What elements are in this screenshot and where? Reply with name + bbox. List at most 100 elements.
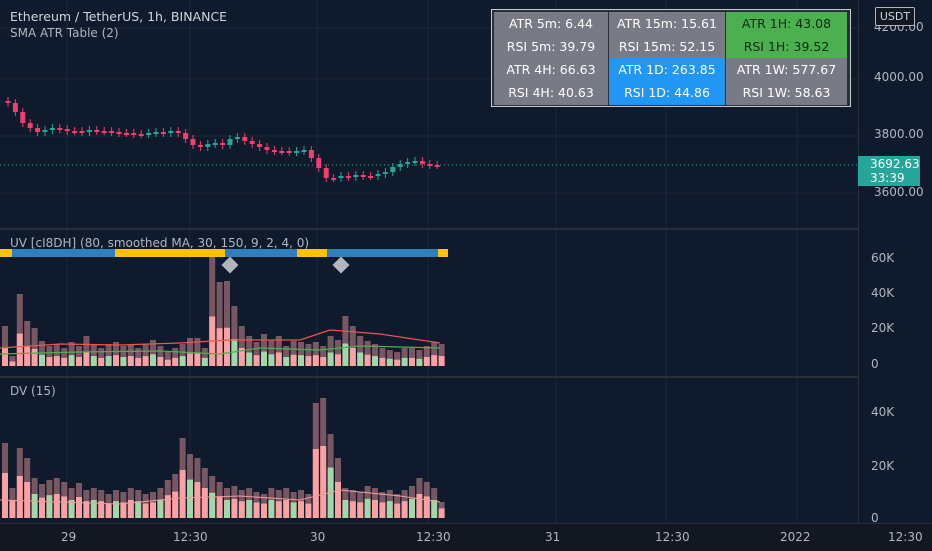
candle-body [86,130,92,132]
signal-diamond [221,256,239,274]
candle-body [153,132,159,134]
dv-bar-part [224,500,230,518]
dv-bar-part [401,501,408,518]
dv-bar-part [150,502,156,518]
price-axis[interactable]: 4200.00 4000.00 3800.00 3600.00 60K 40K … [858,0,932,550]
volume-bar-total [312,342,319,366]
uv-legend[interactable]: UV [cI8DH] (80, smoothed MA, 30, 150, 9,… [10,236,310,250]
candle-body [175,131,181,133]
pane-separator[interactable] [0,376,932,378]
volume-bar-part [431,355,438,366]
volume-bar-part [53,356,60,366]
last-price-label: 3692.63 33:39 [858,156,920,186]
dv-legend[interactable]: DV (15) [10,384,56,398]
volume-bar-part [179,356,186,366]
volume-bar-part [31,348,38,366]
price-tick: 3600.00 [874,185,924,199]
rsi-15m-cell: RSI 15m: 52.15 [609,35,725,59]
volume-bar-total [298,342,304,366]
dv-bar-part [2,473,8,518]
price-tick: 4000.00 [874,70,924,84]
indicator-legend[interactable]: SMA ATR Table (2) [10,26,119,40]
ma-line-green [0,345,441,355]
volume-bar-part [76,357,82,366]
uv-pane[interactable]: UV [cI8DH] (80, smoothed MA, 30, 150, 9,… [0,230,858,376]
candle-body [94,130,100,132]
dv-bar-part [53,494,60,518]
dv-bar-part [187,479,193,518]
volume-bar-total [209,256,216,366]
uv-tick: 20K [871,321,895,335]
volume-bar-total [216,282,223,366]
volume-bar-part [386,358,393,366]
volume-bar-total [364,341,371,366]
volume-bar-total [349,326,356,366]
candle-body [42,130,48,132]
rsi-1w-cell: RSI 1W: 58.63 [726,81,847,105]
atr-rsi-table: ATR 5m: 6.44 ATR 15m: 15.61 ATR 1H: 43.0… [491,9,851,107]
time-label: 30 [310,530,326,544]
dv-bar-part [431,500,438,518]
uv-tick: 40K [871,286,895,300]
dv-bar-part [120,502,127,518]
dv-bar-part [438,508,445,518]
volume-bar-total [320,346,327,366]
volume-bar-total [342,316,349,366]
candle-body [323,168,329,178]
rsi-4h-cell: RSI 4H: 40.63 [494,81,608,105]
volume-bar-part [172,357,179,366]
dv-pane[interactable]: DV (15) [0,378,858,523]
volume-bar-part [83,352,90,366]
candle-body [109,131,115,133]
volume-bar-total [238,326,245,366]
candle-body [116,132,122,134]
volume-bar-total [416,350,423,366]
candle-body [419,161,425,164]
volume-bar-part [24,345,31,366]
symbol-title[interactable]: Ethereum / TetherUS, 1h, BINANCE [10,9,228,24]
dv-bar-part [335,482,341,518]
trend-band [225,249,297,257]
dv-bar-part [320,446,327,518]
volume-bar-total [179,344,186,366]
volume-bar-total [164,352,171,366]
dv-bar-part [68,500,75,518]
dv-bar-part [290,502,297,518]
candle-body [131,133,137,135]
bar-countdown: 33:39 [870,171,905,185]
dv-bar-part [194,482,201,518]
candle-body [427,164,433,166]
volume-bar-part [401,357,408,366]
volume-bar-part [194,353,201,366]
price-pane[interactable]: Ethereum / TetherUS, 1h, BINANCE SMA ATR… [0,0,858,228]
volume-bar-total [135,348,142,366]
candle-body [301,150,307,152]
candle-body [375,174,381,176]
dv-bar-part [275,501,282,518]
dv-bar-part [164,495,171,518]
dv-bar-part [298,501,304,518]
trend-band [115,249,225,257]
dv-ma-line [0,489,441,505]
last-price-value: 3692.63 [870,157,920,171]
volume-bar-total [16,294,23,366]
volume-bar-total [372,344,378,366]
dv-bar-part [201,488,208,518]
pane-separator[interactable] [0,228,932,230]
candle-body [397,164,403,167]
dv-volume-chart [0,378,798,523]
time-axis[interactable]: 29 12:30 30 12:30 31 12:30 2022 12:30 [0,523,932,551]
atr-5m-cell: ATR 5m: 6.44 [494,12,608,36]
candle-body [101,131,107,133]
volume-bar-total [24,321,31,366]
volume-bar-part [68,355,75,366]
atr-4h-cell: ATR 4H: 66.63 [494,58,608,82]
volume-bar-total [194,338,201,366]
volume-bar-total [142,344,149,366]
volume-bar-total [76,346,82,366]
currency-button[interactable]: USDT [875,7,915,26]
trend-band [12,249,115,257]
volume-bar-part [164,359,171,366]
dv-bar-part [135,501,142,518]
